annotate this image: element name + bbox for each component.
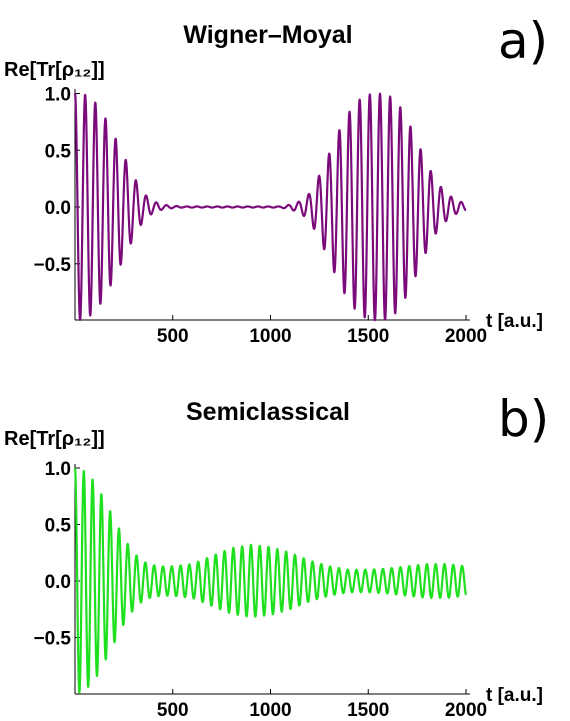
panel-a-y-tick-label: 0.0 — [45, 198, 71, 219]
panel-a-x-tick-label: 1500 — [347, 326, 389, 347]
panel-a-x-tick-label: 2000 — [445, 326, 487, 347]
panel-b-y-tick-label: −0.5 — [33, 629, 71, 650]
panel-b-title: Semiclassical — [186, 398, 350, 426]
panel-b-y-tick-label: 0.0 — [45, 572, 71, 593]
panel-a-x-axis-label: t [a.u.] — [486, 311, 543, 332]
panel-b-y-tick-label: 1.0 — [45, 459, 71, 480]
panel-b-y-tick-label: 0.5 — [45, 516, 72, 537]
panel-b-x-tick-label: 1000 — [249, 700, 291, 721]
panel-b-x-tick-label: 500 — [157, 700, 189, 721]
panel-a-y-tick-label: 0.5 — [45, 141, 72, 162]
panel-b-series-line — [73, 467, 468, 694]
panel-a-series-line — [73, 92, 467, 322]
panel-a-x-tick-label: 1000 — [249, 326, 291, 347]
panel-b-x-tick-label: 1500 — [347, 700, 389, 721]
panel-a-axes: 1.0 0.5 0.0 −0.5 500 1000 1500 2000 — [33, 85, 487, 348]
panel-b: Semiclassical b) Re[Tr[ρ₁₂]] t [a.u.] 1.… — [4, 390, 549, 721]
panel-a: Wigner–Moyal a) Re[Tr[ρ₁₂]] t [a.u.] 1.0… — [4, 12, 548, 347]
panel-a-title: Wigner–Moyal — [183, 21, 352, 49]
panel-a-label: a) — [498, 12, 548, 70]
panel-b-label: b) — [498, 390, 549, 448]
panel-b-x-tick-label: 2000 — [445, 700, 487, 721]
panel-a-y-tick-label: 1.0 — [45, 85, 71, 106]
panel-a-y-axis-label: Re[Tr[ρ₁₂]] — [4, 59, 105, 81]
panel-b-x-axis-label: t [a.u.] — [486, 685, 543, 706]
panel-a-y-tick-label: −0.5 — [33, 255, 71, 276]
panel-b-y-axis-label: Re[Tr[ρ₁₂]] — [4, 428, 105, 450]
panel-a-x-tick-label: 500 — [157, 326, 189, 347]
panel-b-axes: 1.0 0.5 0.0 −0.5 500 1000 1500 2000 — [33, 459, 487, 721]
